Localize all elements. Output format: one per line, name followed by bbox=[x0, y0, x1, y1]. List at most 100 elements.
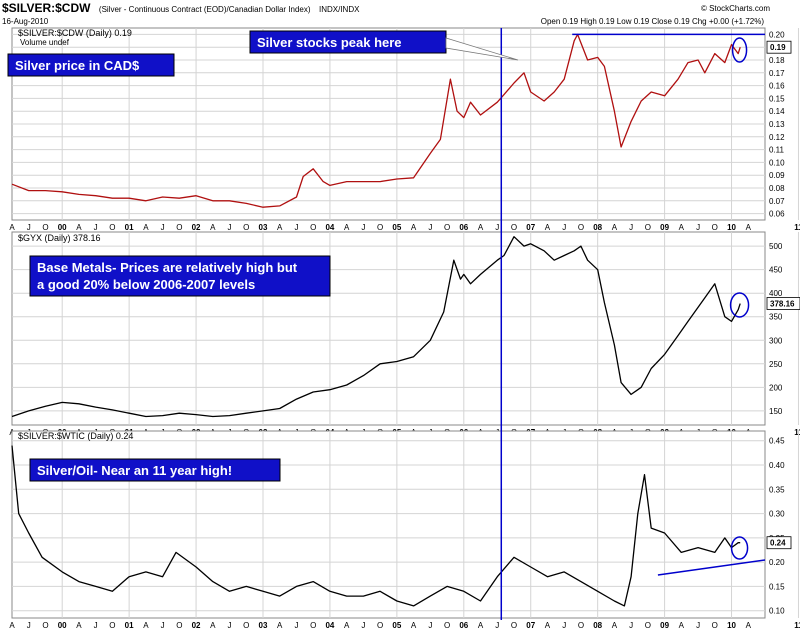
x-tick-label: O bbox=[377, 621, 383, 630]
x-tick-label: J bbox=[94, 621, 98, 630]
x-tick-label: O bbox=[511, 621, 517, 630]
annotation-stocks-peak-text: Silver stocks peak here bbox=[257, 35, 402, 50]
x-tick-label: O bbox=[310, 223, 316, 232]
x-tick-label: O bbox=[109, 223, 115, 232]
annotation-base-metals-text: Base Metals- Prices are relatively high … bbox=[37, 260, 298, 275]
x-tick-label: 05 bbox=[392, 621, 401, 630]
x-tick-label: A bbox=[76, 223, 82, 232]
x-tick-label: J bbox=[361, 223, 365, 232]
highlight-circle bbox=[731, 37, 748, 63]
y-tick-label: 0.07 bbox=[769, 197, 785, 206]
x-tick-label: O bbox=[243, 223, 249, 232]
x-tick-label: O bbox=[176, 621, 182, 630]
quote-text: Open 0.19 High 0.19 Low 0.19 Close 0.19 … bbox=[541, 17, 765, 26]
y-tick-label: 0.14 bbox=[769, 107, 785, 116]
last-value-label: 0.24 bbox=[770, 539, 786, 548]
x-tick-label: 09 bbox=[660, 223, 669, 232]
y-tick-label: 0.08 bbox=[769, 184, 785, 193]
y-tick-label: 0.16 bbox=[769, 82, 785, 91]
x-tick-label: A bbox=[746, 621, 752, 630]
x-tick-label: J bbox=[294, 223, 298, 232]
x-tick-label: A bbox=[679, 223, 685, 232]
y-tick-label: 0.13 bbox=[769, 120, 785, 129]
x-tick-label: 01 bbox=[125, 621, 134, 630]
x-tick-label: J bbox=[495, 621, 499, 630]
x-tick-label: A bbox=[143, 621, 149, 630]
x-tick-label: O bbox=[377, 223, 383, 232]
x-tick-label: A bbox=[612, 621, 618, 630]
y-tick-label: 0.40 bbox=[769, 461, 785, 470]
x-tick-label: J bbox=[361, 621, 365, 630]
last-value-box bbox=[766, 536, 792, 550]
y-tick-label: 0.15 bbox=[769, 582, 785, 591]
x-tick-label: A bbox=[210, 621, 216, 630]
x-tick-label: J bbox=[27, 223, 31, 232]
highlight-circle bbox=[730, 536, 749, 560]
y-tick-label: 0.35 bbox=[769, 485, 785, 494]
x-tick-label: J bbox=[495, 223, 499, 232]
highlight-circle bbox=[729, 292, 750, 318]
last-value-label: 378.16 bbox=[770, 299, 795, 308]
x-tick-label: J bbox=[161, 621, 165, 630]
credit-text: © StockCharts.com bbox=[701, 4, 770, 13]
x-tick-label: O bbox=[310, 621, 316, 630]
x-tick-label: 04 bbox=[325, 223, 334, 232]
x-tick-label: O bbox=[511, 223, 517, 232]
x-tick-label: A bbox=[210, 223, 216, 232]
x-tick-label: J bbox=[629, 621, 633, 630]
annotation-silver-oil-box bbox=[29, 458, 281, 482]
x-tick-label: 06 bbox=[459, 621, 468, 630]
y-tick-label: 0.20 bbox=[769, 558, 785, 567]
x-tick-label: J bbox=[294, 621, 298, 630]
y-tick-label: 0.11 bbox=[769, 146, 785, 155]
x-tick-label: J bbox=[94, 223, 98, 232]
x-tick-label: 11 bbox=[794, 621, 800, 630]
x-tick-label: 10 bbox=[727, 223, 736, 232]
x-tick-label: 01 bbox=[125, 223, 134, 232]
annotation-base-metals-text: a good 20% below 2006-2007 levels bbox=[37, 277, 255, 292]
x-tick-label: J bbox=[562, 621, 566, 630]
y-tick-label: 0.18 bbox=[769, 56, 785, 65]
y-tick-label: 300 bbox=[769, 336, 783, 345]
x-tick-label: 07 bbox=[526, 621, 535, 630]
x-tick-label: 11 bbox=[794, 428, 800, 437]
x-tick-label: A bbox=[9, 621, 15, 630]
x-tick-label: O bbox=[444, 621, 450, 630]
last-value-label: 0.19 bbox=[770, 43, 786, 52]
y-tick-label: 250 bbox=[769, 360, 783, 369]
series-line bbox=[11, 33, 741, 208]
x-tick-label: J bbox=[696, 223, 700, 232]
x-tick-label: A bbox=[9, 223, 15, 232]
chart-date: 16-Aug-2010 bbox=[2, 17, 49, 26]
x-tick-label: O bbox=[645, 621, 651, 630]
annotation-silver-oil-text: Silver/Oil- Near an 11 year high! bbox=[37, 463, 232, 478]
x-tick-label: O bbox=[645, 223, 651, 232]
description: (Silver - Continuous Contract (EOD)/Cana… bbox=[99, 5, 311, 14]
last-value-box bbox=[766, 297, 800, 310]
x-tick-label: O bbox=[109, 621, 115, 630]
x-tick-label: A bbox=[746, 223, 752, 232]
x-tick-label: A bbox=[545, 621, 551, 630]
x-tick-label: 08 bbox=[593, 223, 602, 232]
x-tick-label: A bbox=[478, 621, 484, 630]
series-line bbox=[11, 445, 741, 607]
x-tick-label: J bbox=[428, 223, 432, 232]
annotation-silver-cad-box bbox=[7, 53, 175, 77]
x-tick-label: A bbox=[478, 223, 484, 232]
y-tick-label: 0.10 bbox=[769, 158, 785, 167]
x-tick-label: J bbox=[161, 223, 165, 232]
panel-1: 0.06 0.07 0.08 0.09 0.10 0.11 0.12 0.13 0.14 0.15… bbox=[9, 27, 800, 232]
x-tick-label: 09 bbox=[660, 621, 669, 630]
x-tick-label: J bbox=[696, 621, 700, 630]
x-tick-label: A bbox=[277, 621, 283, 630]
x-tick-label: 08 bbox=[593, 621, 602, 630]
x-tick-label: A bbox=[344, 621, 350, 630]
x-tick-label: J bbox=[228, 621, 232, 630]
x-tick-label: O bbox=[712, 223, 718, 232]
x-tick-label: O bbox=[444, 223, 450, 232]
x-tick-label: A bbox=[411, 223, 417, 232]
x-tick-label: 02 bbox=[192, 621, 201, 630]
y-tick-label: 0.10 bbox=[769, 607, 785, 616]
x-tick-label: O bbox=[42, 223, 48, 232]
